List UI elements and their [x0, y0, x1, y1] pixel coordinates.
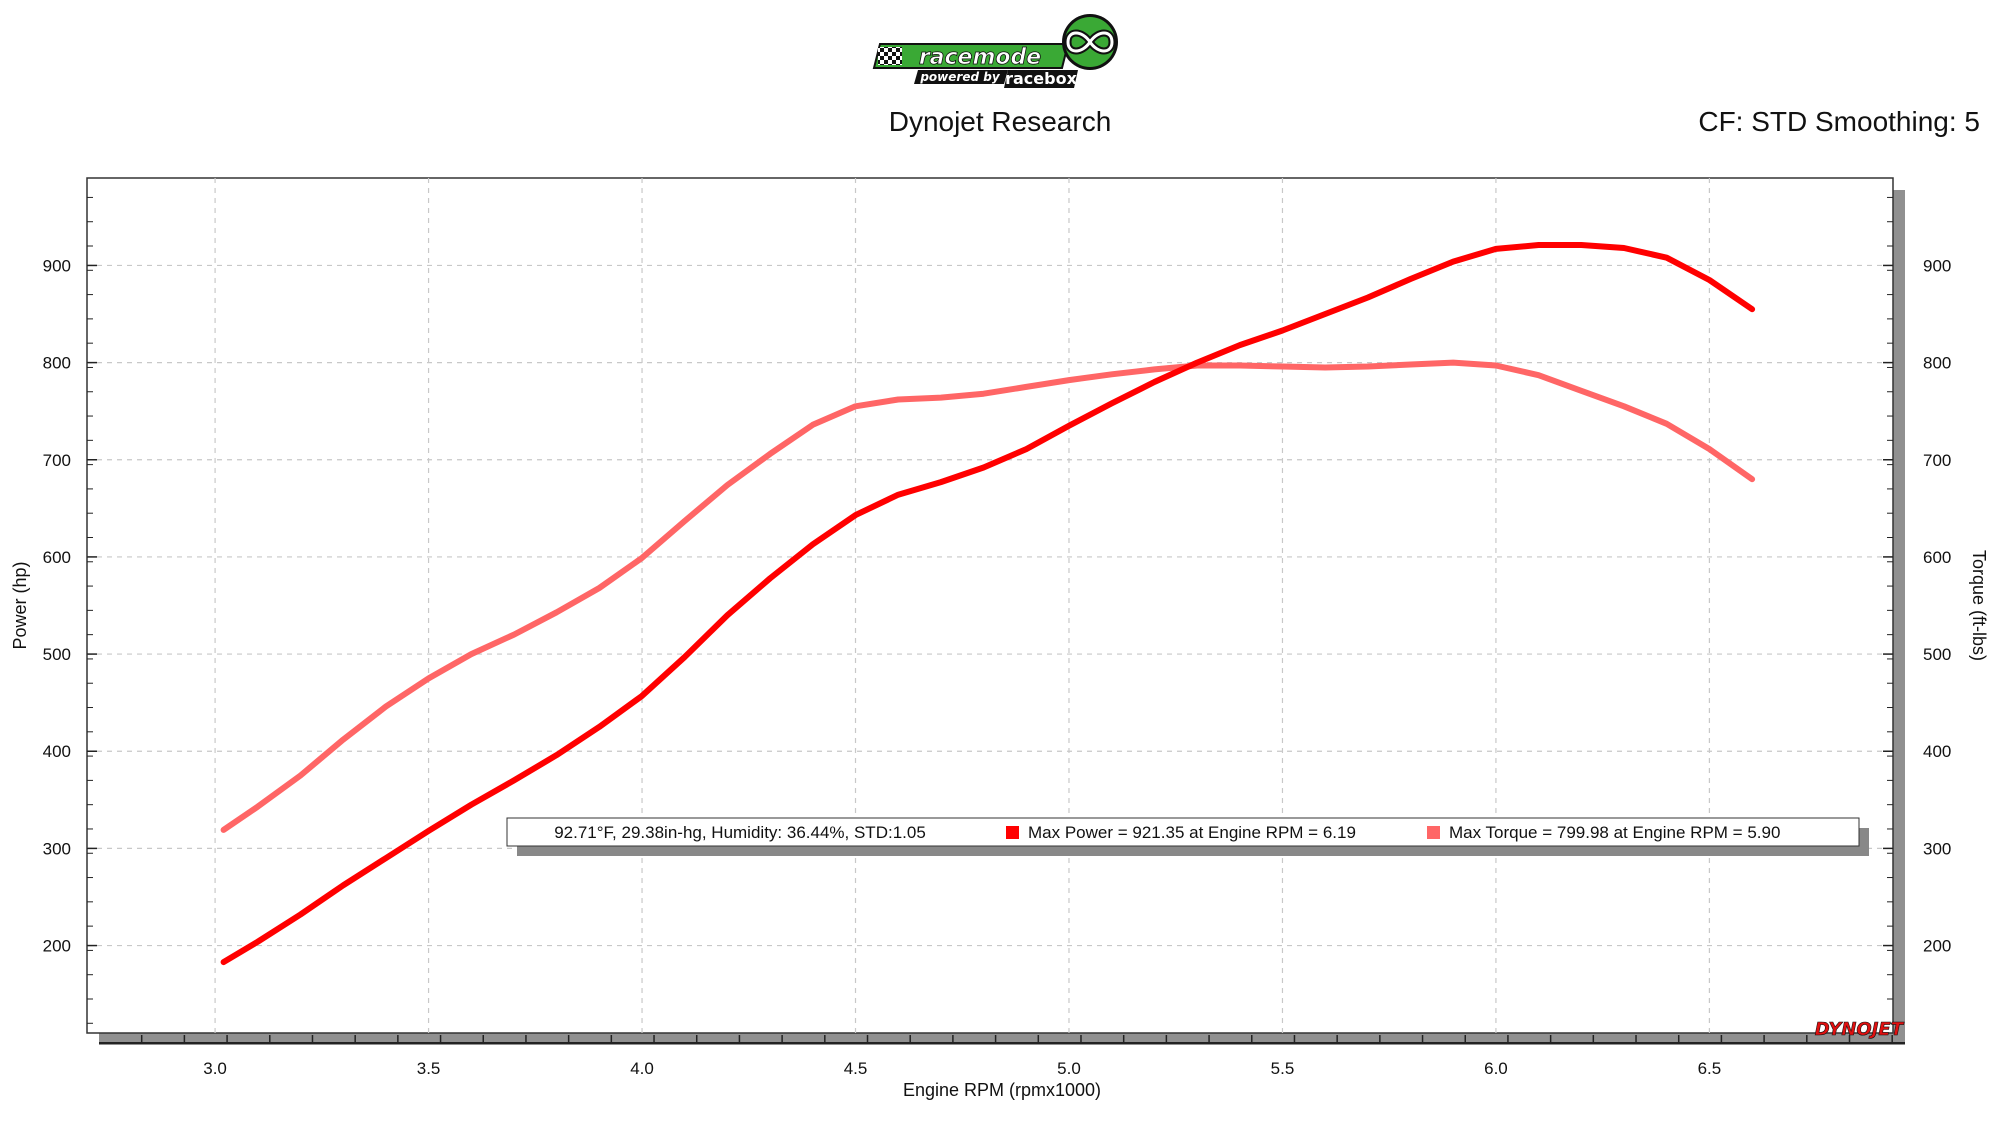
x-axis-title: Engine RPM (rpmx1000) — [903, 1080, 1101, 1100]
y-right-tick-label: 200 — [1923, 937, 1951, 956]
y-right-tick-label: 600 — [1923, 548, 1951, 567]
plot-area — [86, 177, 1894, 1034]
logo-brand-text: racemode — [919, 45, 1041, 70]
racemode-logo: racemode powered by racebox — [868, 12, 1148, 96]
y-left-tick-label: 800 — [43, 354, 71, 373]
y-right-tick-label: 300 — [1923, 839, 1951, 858]
y-right-tick-label: 800 — [1923, 354, 1951, 373]
y-left-tick-label: 600 — [43, 548, 71, 567]
logo-partner-text: racebox — [1005, 69, 1077, 88]
logo-sub-text: powered by — [919, 70, 1000, 84]
x-tick-label: 6.5 — [1698, 1059, 1722, 1078]
x-tick-label: 6.0 — [1484, 1059, 1508, 1078]
power-legend-swatch — [1006, 826, 1019, 839]
power-legend-text: Max Power = 921.35 at Engine RPM = 6.19 — [1028, 823, 1356, 842]
chart-title: Dynojet Research — [888, 106, 1112, 137]
torque-series-line — [220, 359, 1756, 833]
y-right-tick-label: 900 — [1923, 256, 1951, 275]
y-right-tick-label: 700 — [1923, 451, 1951, 470]
torque-legend-swatch — [1427, 826, 1440, 839]
dynojet-watermark: DYNOJET — [1815, 1019, 1905, 1040]
y-right-tick-label: 500 — [1923, 645, 1951, 664]
info-box — [506, 817, 1860, 847]
y-left-tick-label: 700 — [43, 451, 71, 470]
y-left-tick-label: 900 — [43, 256, 71, 275]
x-tick-label: 3.5 — [417, 1059, 441, 1078]
x-tick-label: 3.0 — [203, 1059, 227, 1078]
conditions-text: 92.71°F, 29.38in-hg, Humidity: 36.44%, S… — [554, 823, 926, 842]
x-tick-label: 5.5 — [1271, 1059, 1295, 1078]
y-axis-title: Power (hp) — [10, 561, 30, 649]
power-series-line — [220, 242, 1756, 966]
x-tick-label: 4.5 — [844, 1059, 868, 1078]
y-left-tick-label: 500 — [43, 645, 71, 664]
y2-axis-title: Torque (ft-lbs) — [1969, 550, 1989, 661]
torque-legend-text: Max Torque = 799.98 at Engine RPM = 5.90 — [1449, 823, 1780, 842]
infinity-icon — [1062, 14, 1118, 70]
x-tick-label: 4.0 — [630, 1059, 654, 1078]
y-right-tick-label: 400 — [1923, 742, 1951, 761]
correction-factor-label: CF: STD Smoothing: 5 — [1698, 106, 1980, 137]
x-tick-label: 5.0 — [1057, 1059, 1081, 1078]
y-left-tick-label: 200 — [43, 937, 71, 956]
y-left-tick-label: 400 — [43, 742, 71, 761]
y-left-tick-label: 300 — [43, 839, 71, 858]
